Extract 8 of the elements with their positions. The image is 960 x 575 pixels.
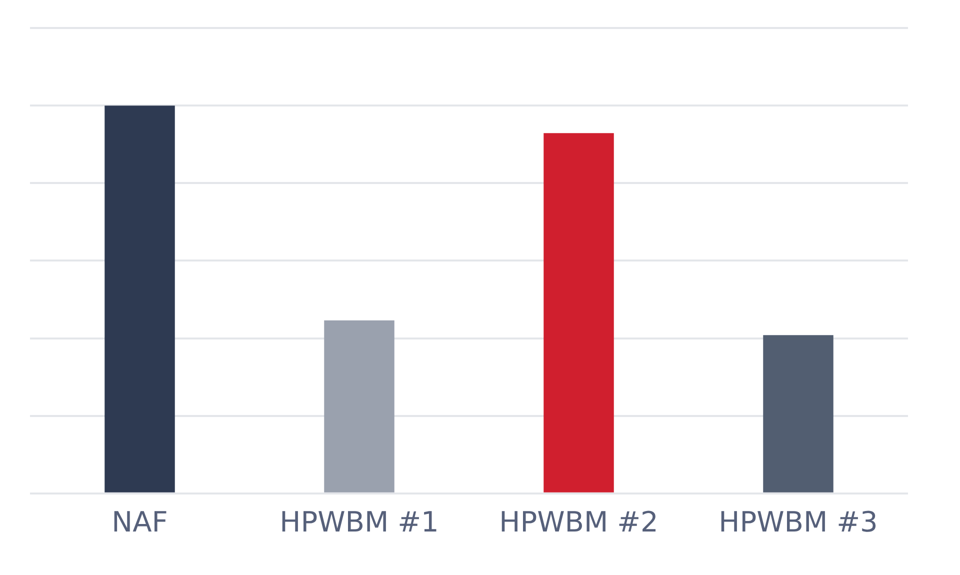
bar [763,335,834,492]
bar [544,133,614,492]
x-tick-label: HPWBM #1 [280,505,439,538]
bar [104,106,175,492]
bar [324,320,394,492]
x-tick-label: HPWBM #2 [499,505,658,538]
x-tick-label: NAF [112,505,168,538]
x-tick-label: HPWBM #3 [718,505,878,538]
